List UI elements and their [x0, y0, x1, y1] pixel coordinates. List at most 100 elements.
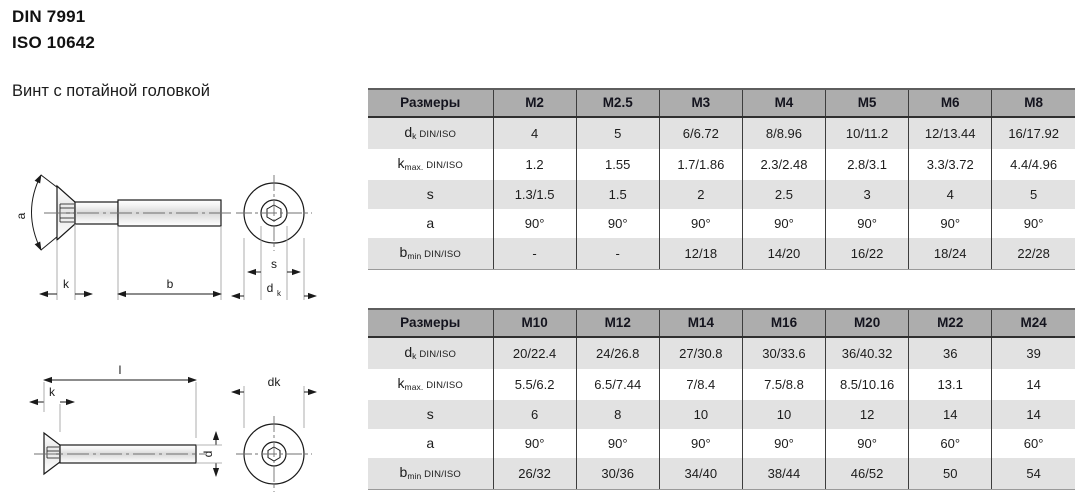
- dimension-label-dk-bottom: dk: [268, 375, 282, 389]
- column-header-label: Размеры: [368, 308, 494, 338]
- product-description-label: Винт с потайной головкой: [12, 82, 210, 100]
- table-cell: 90°: [741, 209, 827, 238]
- dimension-label-dk-top-sub: k: [277, 289, 282, 298]
- dimension-label-k-bottom: k: [49, 385, 56, 399]
- table-cell: 2.8/3.1: [825, 149, 910, 180]
- column-header-label: Размеры: [368, 88, 494, 118]
- table-cell: 90°: [492, 209, 577, 238]
- table-cell: 4.4/4.96: [991, 149, 1075, 180]
- table-cell: 12: [825, 400, 910, 429]
- table-cell: 14/20: [741, 238, 827, 270]
- table-cell: 16/17.92: [991, 117, 1075, 149]
- spec-table-m2-m8-container: Размеры M2 M2.5 M3 M4 M5 M6 M8 dk DIN/IS…: [368, 88, 1075, 270]
- table-cell: 6/6.72: [658, 117, 743, 149]
- row-label-a: a: [368, 209, 494, 238]
- table-cell: 30/36: [575, 458, 660, 490]
- table-cell: 2.5: [741, 180, 827, 209]
- table-cell: 7.5/8.8: [741, 369, 827, 400]
- table-cell: 46/52: [825, 458, 910, 490]
- table-cell: 3: [825, 180, 910, 209]
- table-cell: 10/11.2: [825, 117, 910, 149]
- table-row: s 1.3/1.5 1.5 2 2.5 3 4 5: [368, 180, 1075, 209]
- table-row: kmax. DIN/ISO 5.5/6.2 6.5/7.44 7/8.4 7.5…: [368, 369, 1075, 400]
- table-row: bmin DIN/ISO 26/32 30/36 34/40 38/44 46/…: [368, 458, 1075, 490]
- table-cell: 90°: [658, 429, 743, 458]
- standard-din-label: DIN 7991: [12, 7, 86, 26]
- screw-drawings-svg: a: [14, 174, 317, 492]
- table-cell: 26/32: [492, 458, 577, 490]
- bottom-countersunk-head: [43, 431, 61, 476]
- column-header-size: M6: [908, 88, 993, 118]
- dimension-label-l: l: [119, 363, 122, 377]
- column-header-size: M2: [492, 88, 577, 118]
- table-cell: 90°: [741, 429, 827, 458]
- table-cell: 50: [908, 458, 993, 490]
- row-label-dk: dk DIN/ISO: [368, 337, 494, 369]
- bottom-end-extension-lines: [243, 386, 305, 428]
- table-cell: 38/44: [741, 458, 827, 490]
- dimension-label-d: d: [201, 451, 215, 458]
- row-label-bmin: bmin DIN/ISO: [368, 238, 494, 270]
- standard-iso-label: ISO 10642: [12, 33, 96, 52]
- technical-drawings: a: [0, 160, 360, 500]
- column-header-size: M3: [658, 88, 743, 118]
- table-cell: 27/30.8: [658, 337, 743, 369]
- column-header-size: M2.5: [575, 88, 660, 118]
- table-cell: 60°: [991, 429, 1075, 458]
- table-cell: 18/24: [908, 238, 993, 270]
- table-row: dk DIN/ISO 4 5 6/6.72 8/8.96 10/11.2 12/…: [368, 117, 1075, 149]
- bottom-extension-lines: [43, 382, 197, 438]
- spec-table-m10-m24-container: Размеры M10 M12 M14 M16 M20 M22 M24 dk D…: [368, 308, 1075, 490]
- angle-label-a: a: [14, 212, 28, 219]
- table-cell: 90°: [908, 209, 993, 238]
- table-cell: 8/8.96: [741, 117, 827, 149]
- row-label-a: a: [368, 429, 494, 458]
- dimension-dk-bottom: dk: [231, 375, 317, 396]
- dimension-d: d: [196, 431, 222, 477]
- column-header-size: M20: [825, 308, 910, 338]
- table-cell: 1.55: [575, 149, 660, 180]
- dimension-b: b: [117, 277, 222, 298]
- column-header-size: M16: [741, 308, 827, 338]
- bottom-drawing-group: l k: [29, 363, 317, 492]
- table-cell: 14: [991, 400, 1075, 429]
- column-header-size: M8: [991, 88, 1075, 118]
- column-header-size: M5: [825, 88, 910, 118]
- table-cell: 8.5/10.16: [825, 369, 910, 400]
- table-row: a 90° 90° 90° 90° 90° 60° 60°: [368, 429, 1075, 458]
- table-cell: 2.3/2.48: [741, 149, 827, 180]
- table-cell: 1.7/1.86: [658, 149, 743, 180]
- column-header-size: M12: [575, 308, 660, 338]
- table-cell: 3.3/3.72: [908, 149, 993, 180]
- table-cell: 10: [658, 400, 743, 429]
- table-cell: 12/13.44: [908, 117, 993, 149]
- table-cell: 6.5/7.44: [575, 369, 660, 400]
- dimension-s: s: [247, 257, 301, 276]
- table-cell: 12/18: [658, 238, 743, 270]
- table-cell: 90°: [658, 209, 743, 238]
- row-label-kmax: kmax. DIN/ISO: [368, 149, 494, 180]
- table-cell: 13.1: [908, 369, 993, 400]
- title-block: DIN 7991 ISO 10642 Винт с потайной голов…: [12, 4, 362, 102]
- row-label-s: s: [368, 400, 494, 429]
- table-cell: 54: [991, 458, 1075, 490]
- table-cell: 36: [908, 337, 993, 369]
- dimension-label-k-top: k: [63, 277, 70, 291]
- row-label-kmax: kmax. DIN/ISO: [368, 369, 494, 400]
- table-cell: 14: [908, 400, 993, 429]
- column-header-size: M4: [741, 88, 827, 118]
- angle-dimension-a: a: [14, 174, 59, 251]
- table-cell: 10: [741, 400, 827, 429]
- top-end-view: [236, 175, 312, 251]
- table-cell: 1.5: [575, 180, 660, 209]
- table-cell: -: [575, 238, 660, 270]
- table-row: dk DIN/ISO 20/22.4 24/26.8 27/30.8 30/33…: [368, 337, 1075, 369]
- table-cell: 39: [991, 337, 1075, 369]
- table-row: bmin DIN/ISO - - 12/18 14/20 16/22 18/24…: [368, 238, 1075, 270]
- dimension-l: l: [43, 363, 197, 384]
- table-cell: 5: [991, 180, 1075, 209]
- table-cell: 14: [991, 369, 1075, 400]
- table-row: kmax. DIN/ISO 1.2 1.55 1.7/1.86 2.3/2.48…: [368, 149, 1075, 180]
- top-drawing-group: a: [14, 174, 317, 300]
- dimension-k-bottom: k: [29, 385, 75, 406]
